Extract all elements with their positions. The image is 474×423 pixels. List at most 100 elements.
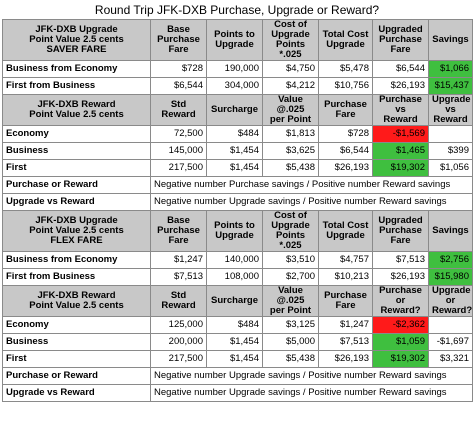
column-header: Points to Upgrade — [206, 210, 263, 252]
column-header: Purchase or Reward? — [372, 285, 429, 317]
table-row: Business 145,000 $1,454 $3,625 $6,544 $1,465 $… — [2, 142, 473, 160]
table-cell: $15,980 — [428, 268, 473, 286]
table-cell: $1,454 — [206, 350, 263, 368]
table-cell: $26,193 — [318, 159, 373, 177]
row-label: First — [2, 350, 151, 368]
table-cell: 140,000 — [206, 251, 263, 269]
table-cell: $19,302 — [372, 159, 429, 177]
table-row: First 217,500 $1,454 $5,438 $26,193 $19,302 $3… — [2, 350, 473, 368]
note-row: Upgrade vs Reward Negative number Upgrade… — [2, 384, 473, 402]
table-row: First from Business $6,544 304,000 $4,212 $1… — [2, 77, 473, 95]
note-text: Negative number Upgrade savings / Positi… — [150, 367, 473, 385]
table-cell: $5,438 — [262, 159, 319, 177]
column-header: Value @.025 per Point — [262, 94, 319, 126]
table-row: First 217,500 $1,454 $5,438 $26,193 $19,302 $1… — [2, 159, 473, 177]
column-header: Upgrade vs Reward — [428, 94, 473, 126]
table-cell: $26,193 — [318, 350, 373, 368]
table-row: Business from Economy $1,247 140,000 $3,510… — [2, 251, 473, 269]
column-header: Purchase vs Reward — [372, 94, 429, 126]
table-cell: $484 — [206, 125, 263, 143]
table-cell: 190,000 — [206, 60, 263, 78]
table-cell: $1,454 — [206, 159, 263, 177]
table-cell — [428, 125, 473, 143]
table-row: First from Business $7,513 108,000 $2,700 $1… — [2, 268, 473, 286]
table-row: Business from Economy $728 190,000 $4,750 $5… — [2, 60, 473, 78]
flex-upgrade-header-row: JFK-DXB Upgrade Point Value 2.5 cents FL… — [2, 210, 473, 252]
note-row: Upgrade vs Reward Negative number Upgrade… — [2, 193, 473, 211]
table-cell: $19,302 — [372, 350, 429, 368]
section-header-label: JFK-DXB Reward Point Value 2.5 cents — [2, 94, 151, 126]
column-header: Points to Upgrade — [206, 19, 263, 61]
table-cell: $1,247 — [150, 251, 207, 269]
comparison-table: JFK-DXB Upgrade Point Value 2.5 cents SA… — [2, 19, 473, 402]
table-cell: $10,756 — [318, 77, 373, 95]
table-cell: $6,544 — [372, 60, 429, 78]
table-cell: -$1,569 — [372, 125, 429, 143]
column-header: Std Reward — [150, 94, 207, 126]
table-cell: $3,321 — [428, 350, 473, 368]
saver-upgrade-header-row: JFK-DXB Upgrade Point Value 2.5 cents SA… — [2, 19, 473, 61]
column-header: Surcharge — [206, 285, 263, 317]
note-label: Upgrade vs Reward — [2, 193, 151, 211]
row-label: First from Business — [2, 268, 151, 286]
row-label: Business from Economy — [2, 251, 151, 269]
note-text: Negative number Purchase savings / Posit… — [150, 176, 473, 194]
table-cell: $3,510 — [262, 251, 319, 269]
section-header-label: JFK-DXB Upgrade Point Value 2.5 cents SA… — [2, 19, 151, 61]
table-cell — [428, 316, 473, 334]
note-text: Negative number Upgrade savings / Positi… — [150, 193, 473, 211]
flex-reward-header-row: JFK-DXB Reward Point Value 2.5 cents Std … — [2, 285, 473, 317]
table-cell: $2,700 — [262, 268, 319, 286]
column-header: Surcharge — [206, 94, 263, 126]
table-cell: $4,212 — [262, 77, 319, 95]
table-cell: $1,066 — [428, 60, 473, 78]
table-cell: $4,750 — [262, 60, 319, 78]
table-cell: $1,247 — [318, 316, 373, 334]
column-header: Cost of Upgrade Points *.025 — [262, 210, 319, 252]
row-label: Business — [2, 333, 151, 351]
table-cell: -$2,362 — [372, 316, 429, 334]
table-row: Business 200,000 $1,454 $5,000 $7,513 $1,059-… — [2, 333, 473, 351]
table-cell: $1,465 — [372, 142, 429, 160]
table-cell: $10,213 — [318, 268, 373, 286]
table-cell: $728 — [150, 60, 207, 78]
table-cell: $1,059 — [372, 333, 429, 351]
table-cell: $5,438 — [262, 350, 319, 368]
table-cell: $484 — [206, 316, 263, 334]
table-cell: 304,000 — [206, 77, 263, 95]
table-cell: $1,056 — [428, 159, 473, 177]
note-label: Purchase or Reward — [2, 176, 151, 194]
table-cell: $2,756 — [428, 251, 473, 269]
table-cell: 217,500 — [150, 159, 207, 177]
note-text: Negative number Upgrade savings / Positi… — [150, 384, 473, 402]
note-row: Purchase or Reward Negative number Purcha… — [2, 176, 473, 194]
table-body: JFK-DXB Upgrade Point Value 2.5 cents SA… — [2, 19, 473, 402]
column-header: Purchase Fare — [318, 285, 373, 317]
column-header: Savings — [428, 210, 473, 252]
page-title: Round Trip JFK-DXB Purchase, Upgrade or … — [94, 3, 380, 17]
table-cell: $6,544 — [318, 142, 373, 160]
column-header: Upgraded Purchase Fare — [372, 19, 429, 61]
section-header-label: JFK-DXB Upgrade Point Value 2.5 cents FL… — [2, 210, 151, 252]
table-cell: 217,500 — [150, 350, 207, 368]
column-header: Value @.025 per Point — [262, 285, 319, 317]
column-header: Upgrade or Reward? — [428, 285, 473, 317]
table-cell: $26,193 — [372, 77, 429, 95]
table-cell: $728 — [318, 125, 373, 143]
note-label: Purchase or Reward — [2, 367, 151, 385]
column-header: Cost of Upgrade Points *.025 — [262, 19, 319, 61]
table-cell: $7,513 — [372, 251, 429, 269]
table-cell: $1,813 — [262, 125, 319, 143]
row-label: Business — [2, 142, 151, 160]
table-cell: $1,454 — [206, 333, 263, 351]
table-cell: $399 — [428, 142, 473, 160]
table-cell: $3,125 — [262, 316, 319, 334]
table-cell: $6,544 — [150, 77, 207, 95]
table-cell: 125,000 — [150, 316, 207, 334]
row-label: First from Business — [2, 77, 151, 95]
table-cell: 108,000 — [206, 268, 263, 286]
column-header: Total Cost Upgrade — [318, 210, 373, 252]
note-row: Purchase or Reward Negative number Upgrad… — [2, 367, 473, 385]
column-header: Base Purchase Fare — [150, 19, 207, 61]
column-header: Base Purchase Fare — [150, 210, 207, 252]
